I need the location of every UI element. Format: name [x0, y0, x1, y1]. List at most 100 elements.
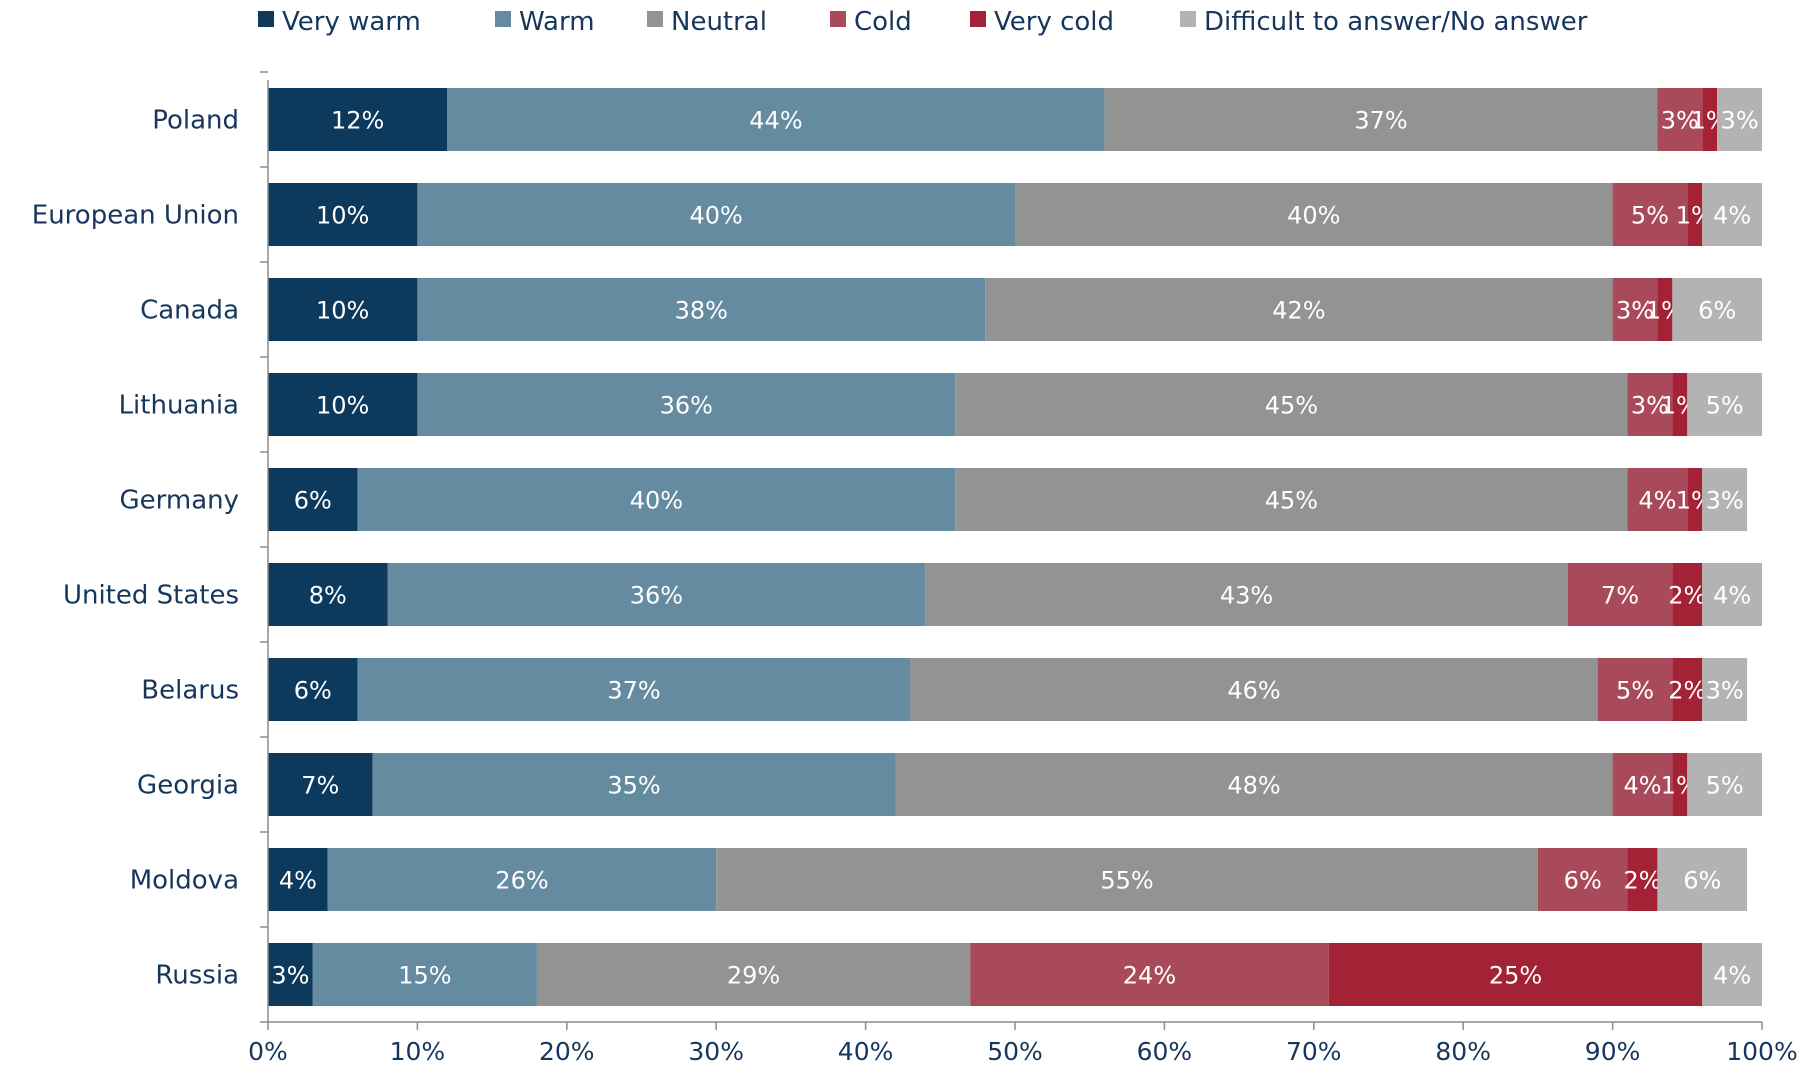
- data-label-united-states-difficult-to-answer-no-answer: 4%: [1713, 582, 1751, 610]
- x-tick-label: 10%: [390, 1037, 446, 1066]
- category-label-lithuania: Lithuania: [119, 391, 239, 421]
- bar-georgia-very-warm: [268, 753, 373, 816]
- data-label-european-union-very-warm: 10%: [316, 202, 369, 230]
- category-label-canada: Canada: [140, 296, 239, 326]
- data-label-lithuania-warm: 36%: [660, 392, 713, 420]
- bar-belarus-neutral: [910, 658, 1598, 721]
- legend-swatch-difficult-to-answer-no-answer: [1180, 11, 1196, 27]
- category-label-georgia: Georgia: [137, 771, 239, 801]
- data-label-russia-very-warm: 3%: [271, 962, 309, 990]
- x-tick-label: 60%: [1137, 1037, 1193, 1066]
- category-label-moldova: Moldova: [130, 866, 239, 896]
- data-label-moldova-very-warm: 4%: [279, 867, 317, 895]
- category-label-poland: Poland: [152, 106, 239, 136]
- bar-russia-warm: [312, 943, 537, 1006]
- bar-united-states-neutral: [925, 563, 1568, 626]
- data-label-poland-very-warm: 12%: [331, 107, 384, 135]
- legend-label-cold: Cold: [854, 7, 912, 37]
- bar-canada-very-warm: [268, 278, 418, 341]
- bar-germany-cold: [1627, 468, 1688, 531]
- bar-lithuania-difficult-to-answer-no-answer: [1687, 373, 1762, 436]
- bar-belarus-difficult-to-answer-no-answer: [1702, 658, 1748, 721]
- bar-lithuania-very-cold: [1672, 373, 1688, 436]
- data-label-european-union-warm: 40%: [690, 202, 743, 230]
- data-label-canada-cold: 3%: [1616, 297, 1654, 325]
- x-tick-label: 100%: [1726, 1037, 1797, 1066]
- data-label-poland-difficult-to-answer-no-answer: 3%: [1721, 107, 1759, 135]
- bar-russia-very-cold: [1328, 943, 1703, 1006]
- data-label-lithuania-neutral: 45%: [1265, 392, 1318, 420]
- data-label-belarus-cold: 5%: [1616, 677, 1654, 705]
- bar-georgia-cold: [1612, 753, 1673, 816]
- data-label-georgia-warm: 35%: [607, 772, 660, 800]
- data-label-belarus-very-cold: 2%: [1668, 677, 1706, 705]
- data-label-united-states-very-cold: 2%: [1668, 582, 1706, 610]
- x-axis: 0% 10% 20% 30% 40% 50% 60% 70% 80% 90% 100%: [248, 71, 1798, 1066]
- data-label-moldova-very-cold: 2%: [1623, 867, 1661, 895]
- category-label-united-states: United States: [63, 581, 239, 611]
- bar-poland-difficult-to-answer-no-answer: [1717, 88, 1762, 151]
- data-label-lithuania-difficult-to-answer-no-answer: 5%: [1706, 392, 1744, 420]
- category-label-germany: Germany: [119, 486, 239, 516]
- data-label-belarus-difficult-to-answer-no-answer: 3%: [1706, 677, 1744, 705]
- bar-lithuania-cold: [1627, 373, 1673, 436]
- data-label-canada-very-warm: 10%: [316, 297, 369, 325]
- bar-russia-neutral: [536, 943, 971, 1006]
- legend-swatch-very-cold: [970, 11, 986, 27]
- data-label-poland-warm: 44%: [749, 107, 802, 135]
- bar-european-union-cold: [1612, 183, 1688, 246]
- bar-lithuania-neutral: [955, 373, 1628, 436]
- data-label-germany-warm: 40%: [630, 487, 683, 515]
- bar-european-union-neutral: [1015, 183, 1613, 246]
- x-tick-label: 70%: [1286, 1037, 1342, 1066]
- bar-germany-very-warm: [268, 468, 358, 531]
- bar-moldova-very-warm: [268, 848, 328, 911]
- data-label-georgia-neutral: 48%: [1227, 772, 1280, 800]
- bar-canada-difficult-to-answer-no-answer: [1672, 278, 1762, 341]
- bar-georgia-difficult-to-answer-no-answer: [1687, 753, 1762, 816]
- bar-canada-warm: [417, 278, 986, 341]
- data-label-moldova-warm: 26%: [495, 867, 548, 895]
- bar-georgia-very-cold: [1672, 753, 1688, 816]
- data-label-poland-cold: 3%: [1661, 107, 1699, 135]
- data-label-russia-neutral: 29%: [727, 962, 780, 990]
- bar-european-union-very-cold: [1687, 183, 1703, 246]
- legend-label-neutral: Neutral: [671, 7, 767, 37]
- data-label-russia-difficult-to-answer-no-answer: 4%: [1713, 962, 1751, 990]
- category-label-russia: Russia: [155, 961, 239, 991]
- bar-canada-very-cold: [1657, 278, 1673, 341]
- bar-european-union-very-warm: [268, 183, 418, 246]
- bar-moldova-cold: [1537, 848, 1628, 911]
- bar-germany-very-cold: [1687, 468, 1703, 531]
- data-label-united-states-neutral: 43%: [1220, 582, 1273, 610]
- x-tick-label: 20%: [539, 1037, 595, 1066]
- data-label-european-union-cold: 5%: [1631, 202, 1669, 230]
- bar-european-union-difficult-to-answer-no-answer: [1702, 183, 1762, 246]
- data-label-canada-difficult-to-answer-no-answer: 6%: [1698, 297, 1736, 325]
- legend: Very warm Warm Neutral Cold Very cold Difficu…: [258, 7, 1588, 37]
- bar-poland-warm: [447, 88, 1105, 151]
- category-label-belarus: Belarus: [141, 676, 239, 706]
- bar-lithuania-warm: [417, 373, 956, 436]
- bar-moldova-warm: [327, 848, 717, 911]
- data-label-belarus-neutral: 46%: [1227, 677, 1280, 705]
- bar-lithuania-very-warm: [268, 373, 418, 436]
- data-label-georgia-difficult-to-answer-no-answer: 5%: [1706, 772, 1744, 800]
- legend-label-very-cold: Very cold: [994, 7, 1114, 37]
- bar-moldova-neutral: [716, 848, 1538, 911]
- bar-poland-neutral: [1104, 88, 1658, 151]
- bar-belarus-very-warm: [268, 658, 358, 721]
- bar-belarus-warm: [357, 658, 911, 721]
- x-tick-label: 0%: [248, 1037, 288, 1066]
- plot-area: Poland 12% 44% 37% 3%1%3%European Union 10% 40…: [32, 88, 1762, 1006]
- bar-united-states-warm: [387, 563, 926, 626]
- bar-georgia-warm: [372, 753, 896, 816]
- data-label-russia-very-cold: 25%: [1489, 962, 1542, 990]
- data-label-canada-warm: 38%: [675, 297, 728, 325]
- x-tick-label: 80%: [1435, 1037, 1491, 1066]
- x-tick-label: 90%: [1585, 1037, 1641, 1066]
- legend-label-warm: Warm: [519, 7, 595, 37]
- x-tick-label: 40%: [838, 1037, 894, 1066]
- data-label-united-states-warm: 36%: [630, 582, 683, 610]
